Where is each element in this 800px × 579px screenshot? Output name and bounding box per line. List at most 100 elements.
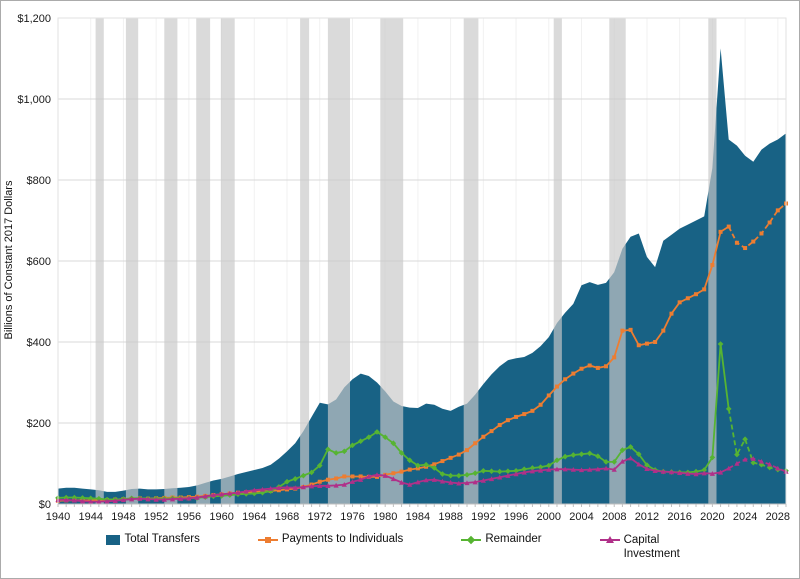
marker — [334, 476, 339, 481]
marker — [325, 483, 331, 488]
recession-band — [300, 18, 310, 504]
marker — [398, 479, 405, 485]
marker — [521, 469, 527, 475]
marker — [407, 467, 412, 472]
marker — [104, 498, 110, 504]
recession-band — [708, 18, 717, 504]
recession-band — [125, 18, 139, 504]
marker — [448, 455, 453, 460]
marker — [603, 459, 609, 465]
x-tick-label: 2016 — [667, 511, 691, 523]
x-tick-label: 1956 — [177, 511, 201, 523]
marker — [701, 467, 708, 473]
y-axis-title: Billions of Constant 2017 Dollars — [3, 180, 15, 340]
x-tick-label: 2024 — [733, 511, 757, 523]
recession-band — [327, 18, 350, 504]
marker — [751, 239, 756, 244]
y-tick-label: $200 — [27, 418, 51, 430]
marker — [391, 471, 396, 476]
marker — [554, 466, 560, 472]
marker — [709, 454, 716, 461]
marker — [472, 470, 478, 477]
marker — [767, 220, 772, 225]
x-tick-label: 1960 — [209, 511, 233, 523]
marker — [669, 311, 674, 316]
marker — [350, 474, 355, 479]
marker — [349, 479, 356, 484]
marker — [570, 452, 577, 458]
marker — [694, 292, 699, 297]
marker — [636, 461, 642, 467]
x-tick-label: 2000 — [537, 511, 561, 523]
marker — [431, 477, 437, 482]
marker — [480, 467, 487, 474]
marker — [415, 462, 421, 469]
x-tick-label: 2020 — [700, 511, 724, 523]
marker — [595, 466, 601, 472]
marker — [308, 469, 315, 476]
marker — [620, 328, 625, 333]
marker — [677, 300, 682, 305]
marker — [521, 466, 528, 472]
marker — [276, 488, 281, 493]
marker — [636, 343, 641, 348]
marker — [455, 472, 462, 479]
marker — [709, 471, 715, 476]
chart-legend: Total Transfers Payments to Individuals … — [1, 533, 799, 562]
marker — [570, 466, 576, 472]
marker — [259, 486, 266, 492]
marker — [726, 465, 732, 471]
marker — [432, 462, 437, 467]
recession-band — [380, 18, 404, 504]
marker — [472, 479, 478, 485]
marker — [538, 402, 543, 407]
marker — [677, 470, 683, 476]
marker — [161, 496, 167, 502]
marker — [628, 327, 633, 332]
x-tick-label: 1988 — [438, 511, 462, 523]
marker — [407, 481, 413, 487]
marker — [292, 476, 299, 482]
marker — [358, 474, 363, 479]
marker — [775, 465, 781, 471]
marker — [767, 461, 773, 467]
marker — [406, 457, 413, 464]
marker — [71, 497, 77, 503]
marker — [750, 459, 757, 466]
recession-band — [609, 18, 626, 504]
marker — [611, 459, 618, 465]
marker — [112, 498, 118, 503]
marker — [235, 490, 241, 495]
marker — [284, 478, 290, 485]
marker — [390, 476, 396, 482]
marker — [759, 231, 764, 236]
recession-band — [220, 18, 235, 504]
marker — [635, 451, 642, 458]
marker — [538, 467, 544, 473]
marker — [440, 459, 445, 464]
marker — [685, 296, 690, 301]
marker — [333, 450, 339, 456]
marker — [734, 460, 740, 466]
marker — [284, 484, 290, 490]
y-tick-label: $1,200 — [17, 13, 51, 25]
marker — [251, 487, 257, 493]
x-tick-label: 1996 — [504, 511, 528, 523]
marker — [210, 492, 217, 498]
marker — [342, 474, 347, 479]
marker — [415, 466, 420, 471]
recession-band — [553, 18, 562, 504]
marker — [644, 341, 649, 346]
marker — [448, 479, 454, 485]
marker — [120, 497, 127, 503]
y-tick-label: $600 — [27, 256, 51, 268]
marker — [497, 474, 503, 480]
marker — [456, 452, 461, 457]
x-tick-label: 1980 — [373, 511, 397, 523]
marker — [96, 498, 102, 504]
marker — [489, 429, 494, 434]
marker — [529, 468, 536, 474]
marker — [775, 208, 780, 213]
